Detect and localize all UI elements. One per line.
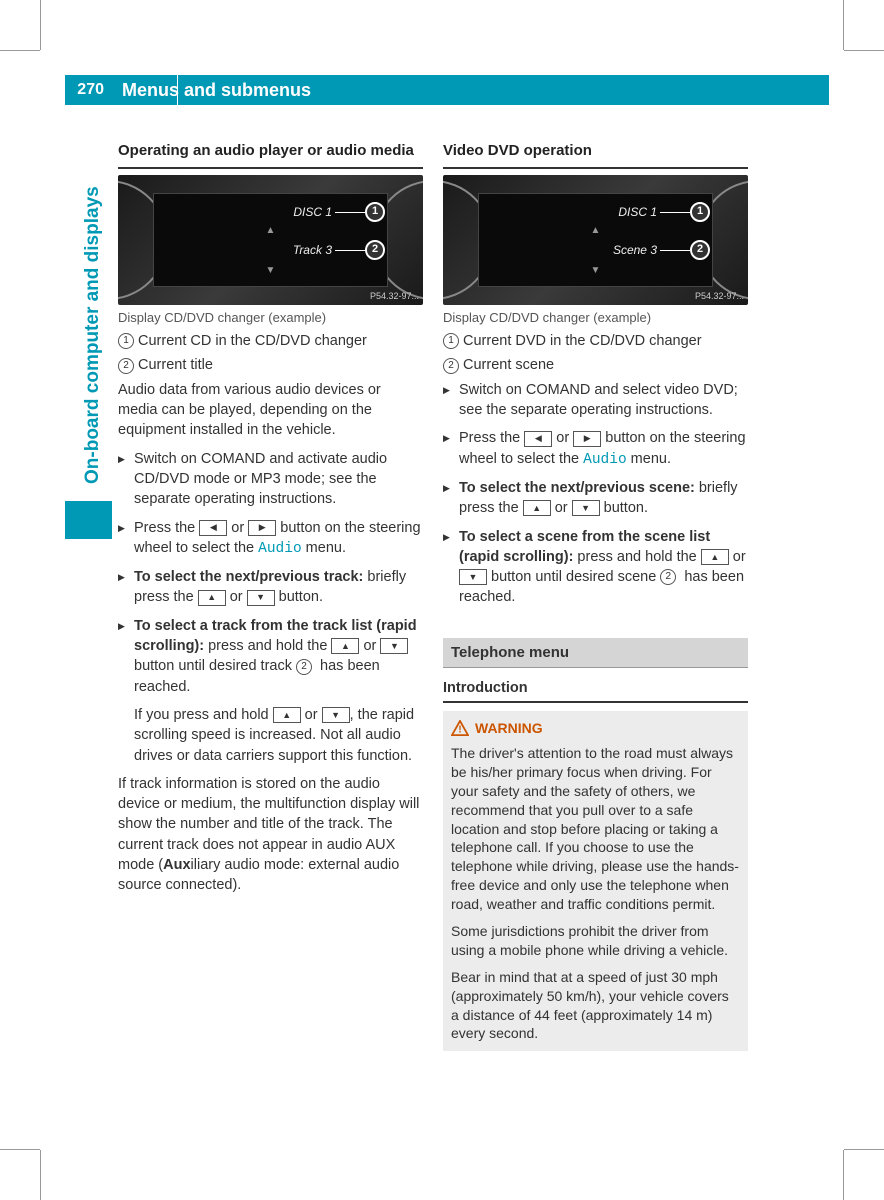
down-arrow-button-icon: ▼ <box>380 638 408 654</box>
side-tab-label: On-board computer and displays <box>82 140 112 484</box>
list-item: Switch on COMAND and select video DVD; s… <box>443 380 748 421</box>
telephone-section-header: Telephone menu <box>443 638 748 668</box>
right-heading: Video DVD operation <box>443 140 748 161</box>
audio-display-figure: DISC 1 1 ▲ Track 3 2 ▼ P54.32-97... <box>118 175 423 305</box>
callout-2: 2 <box>690 240 710 260</box>
instruction-list: Switch on COMAND and select video DVD; s… <box>443 380 748 608</box>
display-scene-label: Scene 3 <box>613 242 657 259</box>
right-column: Video DVD operation DISC 1 1 ▲ Scene 3 2… <box>443 140 748 1051</box>
left-arrow-button-icon: ◀ <box>199 520 227 536</box>
warning-paragraph: Bear in mind that at a speed of just 30 … <box>451 968 740 1044</box>
paragraph: If track information is stored on the au… <box>118 774 423 896</box>
thumb-index-box <box>65 501 112 539</box>
figure-caption: Display CD/DVD changer (example) <box>118 309 423 327</box>
instruction-list: Switch on COMAND and activate audio CD/D… <box>118 449 423 766</box>
crop-mark <box>0 1149 40 1150</box>
audio-menu-link: Audio <box>258 541 302 557</box>
figure-code: P54.32-97... <box>695 290 744 303</box>
left-heading: Operating an audio player or audio media <box>118 140 423 161</box>
warning-icon: ! <box>451 720 469 736</box>
definition-1: 1Current DVD in the CD/DVD changer <box>443 331 748 351</box>
definition-1: 1Current CD in the CD/DVD changer <box>118 331 423 351</box>
up-arrow-button-icon: ▲ <box>701 549 729 565</box>
down-arrow-button-icon: ▼ <box>322 707 350 723</box>
list-item: To select the next/previous track: brief… <box>118 567 423 608</box>
figure-code: P54.32-97... <box>370 290 419 303</box>
figure-caption: Display CD/DVD changer (example) <box>443 309 748 327</box>
list-item: To select the next/previous scene: brief… <box>443 478 748 519</box>
list-item: To select a track from the track list (r… <box>118 616 423 766</box>
list-item: Press the ◀ or ▶ button on the steering … <box>443 428 748 470</box>
content-area: Operating an audio player or audio media… <box>118 140 824 1051</box>
warning-paragraph: The driver's attention to the road must … <box>451 744 740 914</box>
page-number: 270 <box>65 81 112 99</box>
list-item: Switch on COMAND and activate audio CD/D… <box>118 449 423 510</box>
crop-mark <box>0 50 40 51</box>
crop-mark <box>40 0 41 50</box>
warning-title: ! WARNING <box>451 719 740 738</box>
definition-2: 2Current scene <box>443 355 748 375</box>
paragraph: Audio data from various audio devices or… <box>118 380 423 441</box>
up-arrow-button-icon: ▲ <box>331 638 359 654</box>
callout-1: 1 <box>690 202 710 222</box>
up-arrow-button-icon: ▲ <box>198 590 226 606</box>
up-arrow-button-icon: ▲ <box>523 500 551 516</box>
introduction-header: Introduction <box>443 678 748 703</box>
rule <box>443 167 748 169</box>
down-arrow-button-icon: ▼ <box>572 500 600 516</box>
list-item: Press the ◀ or ▶ button on the steering … <box>118 518 423 560</box>
crop-mark <box>843 0 844 50</box>
svg-text:!: ! <box>458 725 461 736</box>
list-item: To select a scene from the scene list (r… <box>443 527 748 608</box>
display-track-label: Track 3 <box>293 242 332 259</box>
page-title: Menus and submenus <box>112 80 311 101</box>
crop-mark <box>40 1150 41 1200</box>
right-arrow-button-icon: ▶ <box>248 520 276 536</box>
warning-box: ! WARNING The driver's attention to the … <box>443 711 748 1051</box>
display-disc-label: DISC 1 <box>618 204 657 221</box>
down-arrow-button-icon: ▼ <box>459 569 487 585</box>
header-divider <box>177 55 178 105</box>
left-arrow-button-icon: ◀ <box>524 431 552 447</box>
display-disc-label: DISC 1 <box>293 204 332 221</box>
left-column: Operating an audio player or audio media… <box>118 140 423 1051</box>
rule <box>118 167 423 169</box>
definition-2: 2Current title <box>118 355 423 375</box>
crop-mark <box>844 1149 884 1150</box>
video-display-figure: DISC 1 1 ▲ Scene 3 2 ▼ P54.32-97... <box>443 175 748 305</box>
page-header: 270 Menus and submenus <box>65 75 829 105</box>
down-arrow-button-icon: ▼ <box>247 590 275 606</box>
up-arrow-button-icon: ▲ <box>273 707 301 723</box>
crop-mark <box>844 50 884 51</box>
right-arrow-button-icon: ▶ <box>573 431 601 447</box>
audio-menu-link: Audio <box>583 452 627 468</box>
callout-2: 2 <box>365 240 385 260</box>
callout-1: 1 <box>365 202 385 222</box>
crop-mark <box>843 1150 844 1200</box>
warning-paragraph: Some jurisdictions prohibit the driver f… <box>451 922 740 960</box>
